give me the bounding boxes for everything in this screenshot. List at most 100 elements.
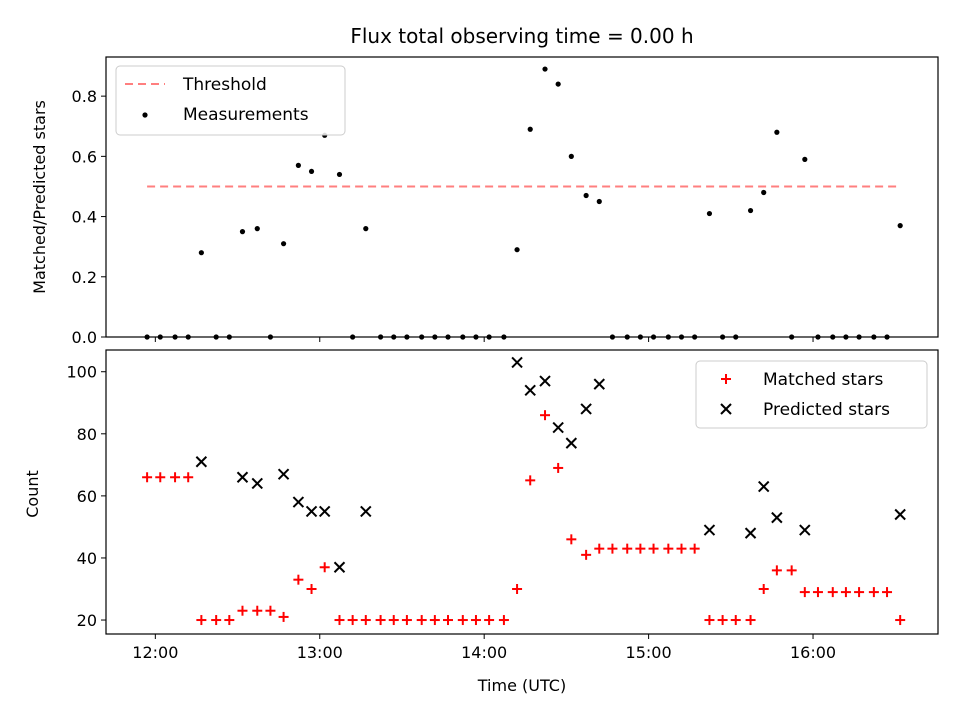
ratio-panel: Flux total observing time = 0.00 h Match…: [30, 24, 939, 347]
predicted-star-point: [565, 437, 578, 449]
predicted-star-point: [771, 511, 783, 524]
matched-star-point: [663, 543, 674, 554]
matched-star-point: [142, 472, 153, 483]
predicted-star-point: [703, 524, 716, 536]
x-tick-label: 13:00: [297, 643, 343, 662]
measurement-point: [295, 162, 301, 168]
matched-star-point: [252, 605, 263, 616]
matched-star-point: [566, 534, 577, 545]
matched-star-point: [512, 583, 523, 594]
matched-star-point: [401, 615, 412, 626]
bottom-y-tick-label: 100: [66, 363, 97, 382]
bottom-y-ticks: 20 40 60 80 100: [66, 363, 106, 630]
bottom-y-tick-label: 40: [77, 549, 97, 568]
matched-star-point: [347, 615, 358, 626]
bottom-y-axis-label: Count: [23, 470, 42, 518]
predicted-star-point: [292, 496, 305, 508]
matched-star-point: [758, 583, 769, 594]
matched-star-point: [622, 543, 633, 554]
measurement-point: [568, 153, 574, 159]
matched-star-point: [155, 472, 166, 483]
measurement-point: [583, 192, 589, 199]
predicted-star-point: [552, 421, 564, 434]
measurement-point: [802, 156, 808, 162]
matched-star-point: [786, 565, 797, 576]
predicted-star-point: [894, 508, 906, 521]
predicted-star-point: [539, 375, 551, 387]
measurement-point: [774, 129, 780, 135]
legend-measurement-swatch: [142, 112, 148, 118]
matched-star-point: [388, 615, 399, 626]
predicted-star-point: [236, 471, 249, 483]
top-x-ticks: [154, 337, 814, 342]
matched-star-point: [375, 615, 386, 626]
matched-star-point: [689, 543, 700, 554]
matched-star-point: [278, 611, 289, 622]
chart-title: Flux total observing time = 0.00 h: [350, 24, 693, 48]
matched-star-point: [854, 587, 865, 598]
matched-star-point: [224, 615, 235, 626]
matched-stars-points: [142, 410, 906, 626]
matched-star-point: [416, 615, 427, 626]
predicted-star-point: [251, 477, 263, 490]
matched-star-point: [840, 587, 851, 598]
matched-star-point: [771, 565, 782, 576]
measurement-point: [254, 226, 260, 232]
top-y-tick-label: 0.2: [72, 268, 97, 287]
top-y-ticks: 0.0 0.2 0.4 0.6 0.8: [72, 87, 106, 347]
predicted-stars-points: [195, 356, 906, 573]
measurement-point: [761, 189, 767, 196]
measurement-point: [555, 81, 561, 87]
predicted-star-point: [744, 527, 757, 539]
predicted-star-point: [758, 480, 770, 493]
bottom-legend: Matched stars Predicted stars: [695, 360, 928, 429]
predicted-star-point: [333, 561, 346, 573]
top-plot-frame: [105, 56, 939, 338]
predicted-star-point: [318, 505, 331, 518]
matched-star-point: [306, 583, 317, 594]
x-axis-label: Time (UTC): [477, 676, 566, 695]
top-y-tick-label: 0.4: [72, 208, 97, 227]
x-tick-label: 14:00: [461, 643, 507, 662]
predicted-star-point: [593, 378, 605, 390]
matched-star-point: [170, 472, 181, 483]
bottom-y-tick-label: 20: [77, 611, 97, 630]
measurement-point: [239, 229, 246, 235]
matched-star-point: [360, 615, 371, 626]
matched-star-point: [827, 587, 838, 598]
top-y-axis-label: Matched/Predicted stars: [30, 100, 49, 294]
matched-star-point: [429, 615, 440, 626]
matched-star-point: [594, 543, 605, 554]
predicted-star-point: [524, 384, 536, 397]
matched-star-point: [443, 615, 454, 626]
matched-star-point: [319, 562, 330, 573]
measurement-points: [144, 66, 903, 340]
matched-star-point: [730, 615, 741, 626]
measurement-point: [706, 210, 713, 217]
matched-star-point: [648, 543, 659, 554]
top-y-tick-label: 0.6: [72, 147, 97, 166]
measurement-point: [747, 207, 754, 214]
matched-star-point: [635, 543, 646, 554]
bottom-plot-frame: [105, 349, 939, 635]
legend-predicted-swatch: [720, 403, 732, 415]
matched-star-point: [293, 574, 304, 585]
legend-predicted-label: Predicted stars: [763, 400, 890, 420]
top-y-tick-label: 0.8: [72, 87, 97, 106]
matched-star-point: [540, 410, 551, 421]
matched-star-point: [265, 605, 276, 616]
matched-star-point: [676, 543, 687, 554]
matched-star-point: [484, 615, 495, 626]
measurement-point: [542, 66, 548, 72]
matched-star-point: [211, 615, 222, 626]
top-legend-box: [115, 65, 346, 136]
legend-measurement-label: Measurements: [183, 105, 309, 125]
bottom-y-tick-label: 80: [77, 425, 97, 444]
matched-star-point: [812, 587, 823, 598]
matched-star-point: [183, 472, 194, 483]
matched-star-point: [882, 587, 893, 598]
x-tick-label: 15:00: [626, 643, 672, 662]
predicted-star-point: [360, 505, 372, 518]
